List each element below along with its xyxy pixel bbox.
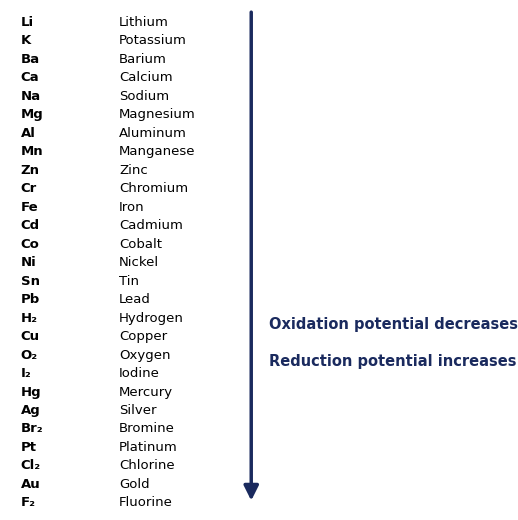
Text: Sodium: Sodium [119, 89, 169, 103]
Text: Au: Au [21, 478, 40, 491]
Text: Cr: Cr [21, 182, 37, 195]
Text: Zn: Zn [21, 164, 40, 177]
Text: Al: Al [21, 127, 36, 140]
Text: Ni: Ni [21, 256, 36, 269]
Text: Tin: Tin [119, 275, 139, 288]
Text: Chlorine: Chlorine [119, 460, 175, 473]
Text: K: K [21, 34, 31, 47]
Text: Mg: Mg [21, 108, 44, 121]
Text: Na: Na [21, 89, 41, 103]
Text: Barium: Barium [119, 53, 167, 66]
Text: Pt: Pt [21, 441, 37, 454]
Text: Copper: Copper [119, 330, 167, 343]
Text: Cl₂: Cl₂ [21, 460, 41, 473]
Text: Cu: Cu [21, 330, 40, 343]
Text: Silver: Silver [119, 404, 156, 417]
Text: Magnesium: Magnesium [119, 108, 196, 121]
Text: Mn: Mn [21, 145, 44, 158]
Text: Nickel: Nickel [119, 256, 159, 269]
Text: Co: Co [21, 238, 39, 251]
Text: Mercury: Mercury [119, 385, 173, 398]
Text: Pb: Pb [21, 293, 40, 306]
Text: Sn: Sn [21, 275, 40, 288]
Text: Cadmium: Cadmium [119, 219, 183, 232]
Text: Oxygen: Oxygen [119, 348, 170, 361]
Text: F₂: F₂ [21, 497, 36, 510]
Text: Iron: Iron [119, 201, 145, 214]
Text: Cd: Cd [21, 219, 40, 232]
Text: Iodine: Iodine [119, 367, 160, 380]
Text: H₂: H₂ [21, 311, 38, 324]
Text: Bromine: Bromine [119, 422, 175, 436]
Text: Calcium: Calcium [119, 71, 173, 84]
Text: Platinum: Platinum [119, 441, 178, 454]
Text: Lead: Lead [119, 293, 151, 306]
Text: Ba: Ba [21, 53, 40, 66]
Text: Gold: Gold [119, 478, 150, 491]
Text: Hg: Hg [21, 385, 41, 398]
Text: Reduction potential increases: Reduction potential increases [269, 354, 517, 369]
Text: Chromium: Chromium [119, 182, 188, 195]
Text: Fluorine: Fluorine [119, 497, 173, 510]
Text: Ca: Ca [21, 71, 39, 84]
Text: Potassium: Potassium [119, 34, 187, 47]
Text: Br₂: Br₂ [21, 422, 44, 436]
Text: Oxidation potential decreases: Oxidation potential decreases [269, 318, 518, 332]
Text: Manganese: Manganese [119, 145, 196, 158]
Text: Lithium: Lithium [119, 16, 169, 29]
Text: I₂: I₂ [21, 367, 32, 380]
Text: Aluminum: Aluminum [119, 127, 187, 140]
Text: Li: Li [21, 16, 34, 29]
Text: Ag: Ag [21, 404, 40, 417]
Text: Hydrogen: Hydrogen [119, 311, 184, 324]
Text: Fe: Fe [21, 201, 38, 214]
Text: Cobalt: Cobalt [119, 238, 162, 251]
Text: Zinc: Zinc [119, 164, 148, 177]
Text: O₂: O₂ [21, 348, 38, 361]
